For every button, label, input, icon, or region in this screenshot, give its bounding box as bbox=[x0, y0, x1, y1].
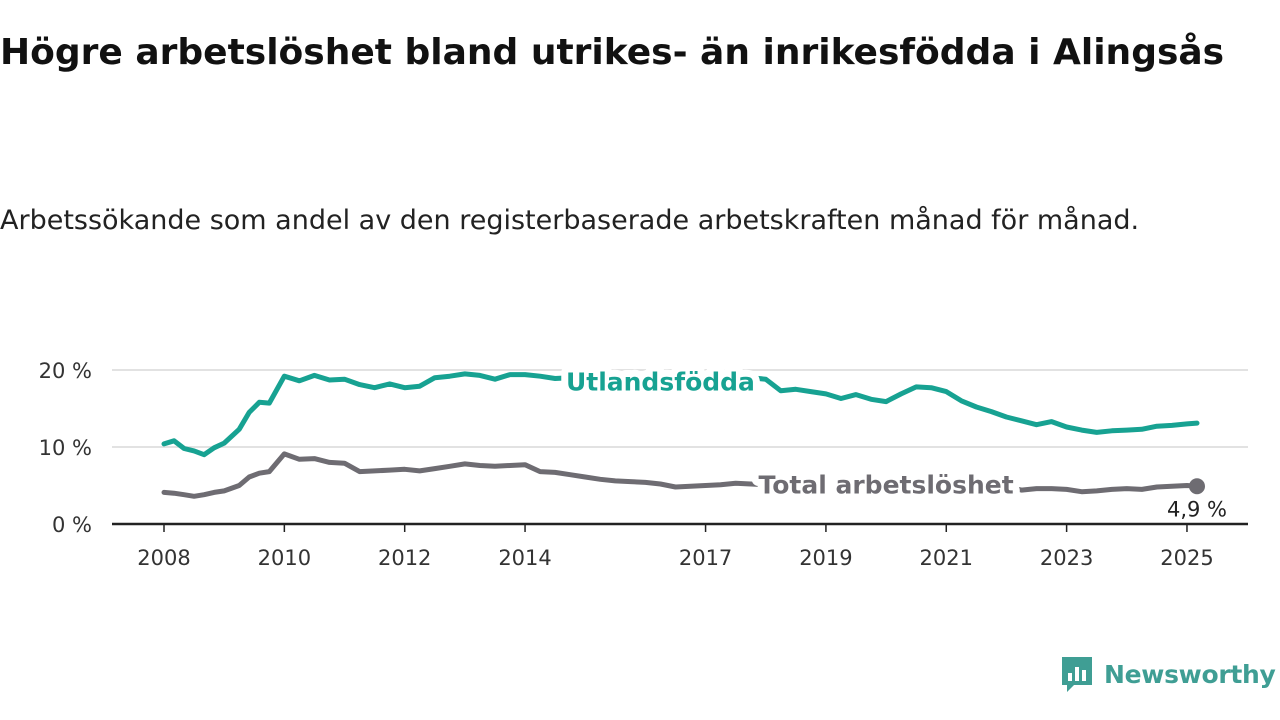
newsworthy-brand[interactable]: Newsworthy bbox=[1060, 652, 1276, 696]
chart-title: Högre arbetslöshet bland utrikes- än inr… bbox=[0, 32, 1225, 73]
x-tick-label: 2021 bbox=[920, 546, 973, 570]
series-line-1 bbox=[161, 371, 1200, 458]
x-tick-label: 2010 bbox=[258, 546, 311, 570]
series-labels: Utlandsfödda Total arbetslöshet 4,9 % bbox=[559, 361, 1230, 525]
brand-name: Newsworthy bbox=[1104, 659, 1276, 689]
gridlines bbox=[112, 369, 1248, 448]
y-axis-tick-labels: 0 % 10 % 20 % bbox=[39, 359, 92, 537]
x-tick-label: 2019 bbox=[799, 546, 852, 570]
y-tick-label: 20 % bbox=[39, 359, 92, 383]
x-tick-label: 2017 bbox=[679, 546, 732, 570]
x-tick-label: 2014 bbox=[498, 546, 551, 570]
series-label-1: Utlandsfödda bbox=[566, 368, 755, 397]
x-tick-label: 2023 bbox=[1040, 546, 1093, 570]
y-tick-label: 10 % bbox=[39, 436, 92, 460]
x-tick-label: 2025 bbox=[1160, 546, 1213, 570]
x-axis: 2008 2010 2012 2014 2017 2019 2021 2023 2025 bbox=[112, 522, 1248, 570]
series-line-2 bbox=[161, 451, 1200, 499]
end-value-label: 4,9 % bbox=[1167, 497, 1227, 521]
chart-subtitle: Arbetssökande som andel av den registerb… bbox=[0, 205, 1140, 236]
series-lines bbox=[161, 371, 1200, 499]
y-tick-label: 0 % bbox=[52, 513, 92, 537]
series-label-2: Total arbetslöshet bbox=[758, 471, 1013, 500]
x-tick-label: 2012 bbox=[378, 546, 431, 570]
end-point-marker bbox=[1189, 478, 1205, 495]
x-tick-label: 2008 bbox=[137, 546, 190, 570]
newsworthy-logo-icon bbox=[1062, 657, 1092, 692]
